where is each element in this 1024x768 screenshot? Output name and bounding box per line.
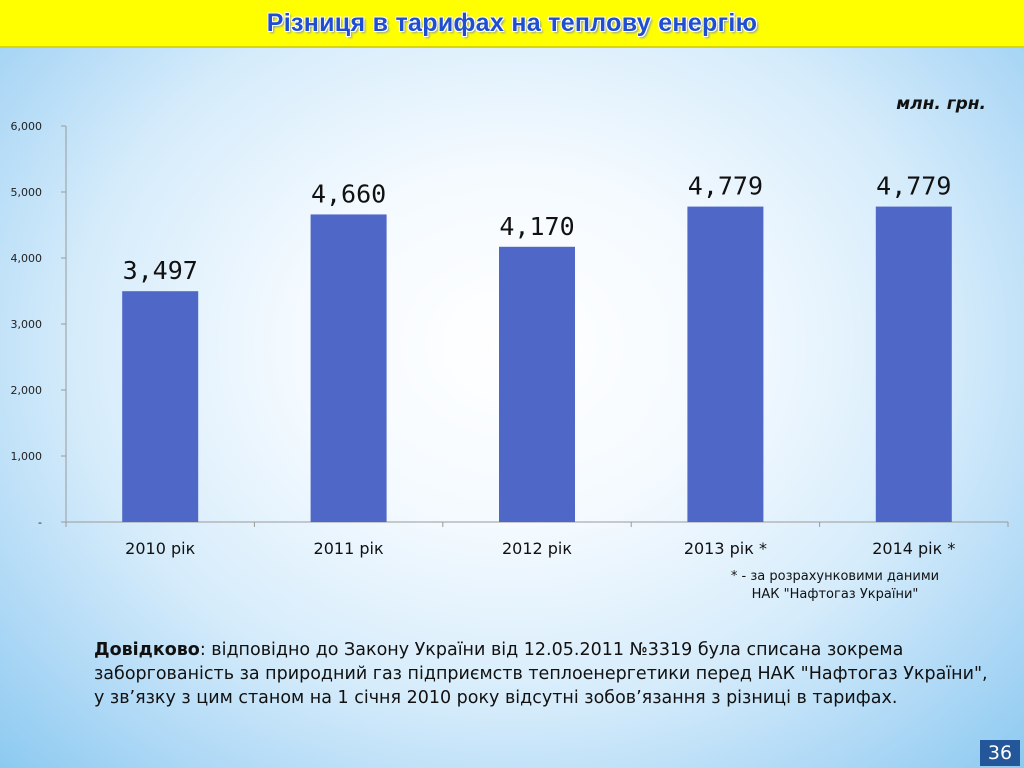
bar-chart: - 1,000 2,000 3,000 4,000 5,000 6,000 3,497 2010… (11, 120, 1009, 558)
x-category-label: 2012 рік (502, 539, 572, 558)
footnote-line-1: * - за розрахунковими даними (730, 569, 940, 584)
page-number: 36 (980, 740, 1020, 766)
bar-value-label: 4,170 (499, 212, 574, 241)
footnote: * - за розрахунковими даними НАК "Нафтог… (690, 568, 980, 604)
y-tick-label: 6,000 (11, 120, 43, 133)
reference-label: Довідково (94, 640, 200, 660)
footnote-line-2: НАК "Нафтогаз України" (751, 587, 919, 602)
x-category-label: 2011 рік (314, 539, 384, 558)
bar-value-label: 4,660 (311, 179, 386, 208)
y-tick-label: 2,000 (11, 384, 43, 397)
y-tick-label: 5,000 (11, 186, 43, 199)
y-tick-label: 1,000 (11, 450, 43, 463)
bar (875, 206, 952, 522)
bar-value-label: 4,779 (876, 172, 951, 201)
x-category-label: 2010 рік (125, 539, 195, 558)
y-tick-label: - (38, 516, 42, 529)
reference-note: Довідково: відповідно до Закону України … (94, 638, 994, 710)
title-bar: Різниця в тарифах на теплову енергію (0, 0, 1024, 48)
reference-text: : відповідно до Закону України від 12.05… (94, 640, 988, 708)
y-tick-label: 3,000 (11, 318, 43, 331)
x-category-label: 2014 рік * (872, 539, 955, 558)
bar (687, 206, 764, 522)
bar (499, 246, 575, 522)
bar-value-label: 4,779 (688, 172, 763, 201)
bar (310, 214, 387, 522)
x-category-label: 2013 рік * (684, 539, 767, 558)
bar (122, 291, 199, 522)
page-title: Різниця в тарифах на теплову енергію (266, 8, 758, 37)
unit-label: млн. грн. (896, 94, 986, 114)
y-tick-label: 4,000 (11, 252, 43, 265)
bar-value-label: 3,497 (123, 256, 198, 285)
